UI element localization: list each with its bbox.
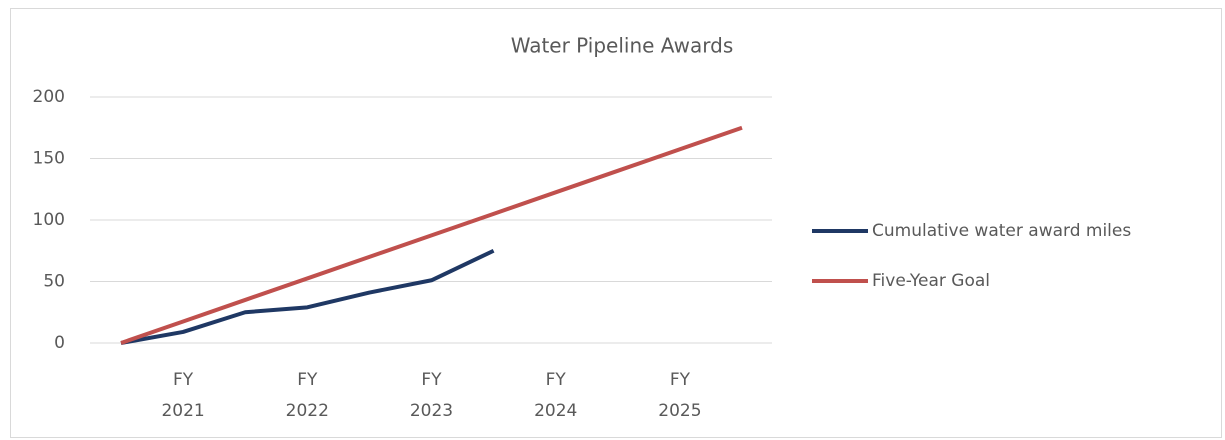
y-tick-label: 200 bbox=[33, 87, 65, 107]
y-tick-label: 50 bbox=[43, 272, 65, 292]
legend-label: Five-Year Goal bbox=[872, 271, 990, 291]
chart-title: Water Pipeline Awards bbox=[511, 34, 734, 58]
x-tick-label: FY 2025 bbox=[658, 370, 701, 421]
x-tick-label: FY 2022 bbox=[286, 370, 329, 421]
series-line bbox=[120, 248, 495, 345]
legend-label: Cumulative water award miles bbox=[872, 221, 1131, 241]
x-tick-label: FY 2024 bbox=[534, 370, 577, 421]
x-tick-label: FY 2023 bbox=[410, 370, 453, 421]
y-tick-label: 0 bbox=[54, 333, 65, 353]
y-tick-label: 100 bbox=[33, 210, 65, 230]
x-tick-label: FY 2021 bbox=[161, 370, 204, 421]
y-tick-label: 150 bbox=[33, 149, 65, 169]
chart-frame bbox=[10, 8, 1222, 438]
series-line bbox=[120, 125, 743, 345]
